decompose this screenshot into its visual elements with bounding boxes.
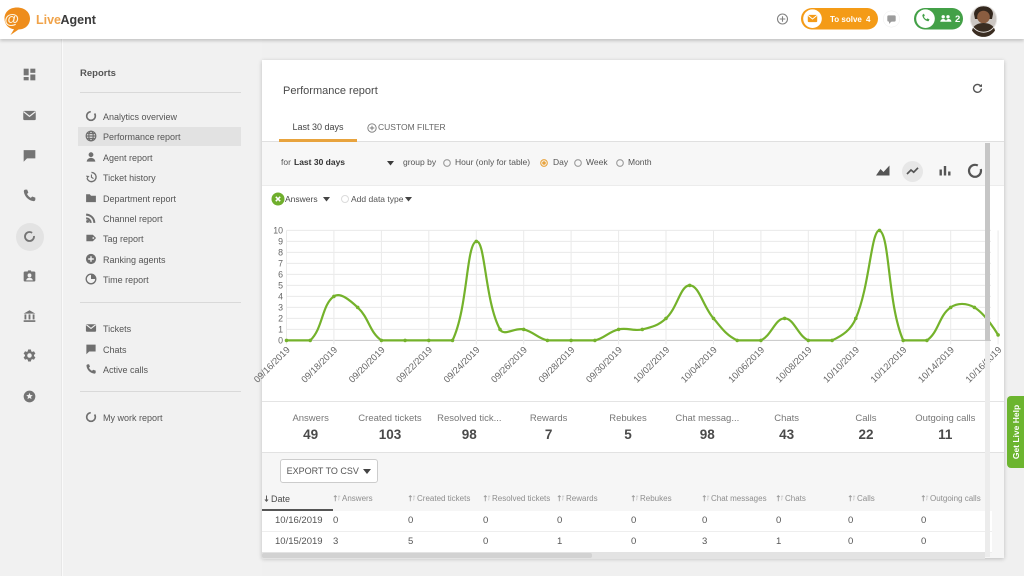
svg-text:10/02/2019: 10/02/2019 [631,345,671,385]
svg-text:09/18/2019: 09/18/2019 [299,345,339,385]
svg-text:5: 5 [278,280,283,290]
svg-text:09/30/2019: 09/30/2019 [584,345,624,385]
svg-text:2: 2 [955,14,960,25]
svg-text:09/16/2019: 09/16/2019 [252,345,292,385]
svg-text:1: 1 [278,324,283,334]
svg-text:10/04/2019: 10/04/2019 [679,345,719,385]
svg-text:09/26/2019: 09/26/2019 [489,345,529,385]
svg-text:09/20/2019: 09/20/2019 [347,345,387,385]
svg-text:10/16/2019: 10/16/2019 [964,345,1004,385]
svg-text:09/24/2019: 09/24/2019 [442,345,482,385]
svg-text:09/28/2019: 09/28/2019 [537,345,577,385]
svg-text:10/08/2019: 10/08/2019 [774,345,814,385]
svg-text:09/22/2019: 09/22/2019 [394,345,434,385]
svg-text:7: 7 [278,258,283,268]
svg-text:10: 10 [273,225,283,235]
svg-text:8: 8 [278,247,283,257]
svg-text:10/14/2019: 10/14/2019 [916,345,956,385]
svg-text:3: 3 [278,302,283,312]
svg-text:To solve: To solve [830,15,862,24]
svg-text:10/12/2019: 10/12/2019 [869,345,909,385]
svg-text:9: 9 [278,236,283,246]
svg-text:0: 0 [278,335,283,345]
svg-text:4: 4 [278,291,283,301]
svg-text:@: @ [4,11,19,28]
svg-text:Agent: Agent [61,13,97,27]
svg-text:Live: Live [36,13,61,27]
svg-text:2: 2 [278,313,283,323]
svg-text:4: 4 [866,15,871,24]
svg-text:6: 6 [278,269,283,279]
svg-text:10/10/2019: 10/10/2019 [821,345,861,385]
svg-text:10/06/2019: 10/06/2019 [726,345,766,385]
